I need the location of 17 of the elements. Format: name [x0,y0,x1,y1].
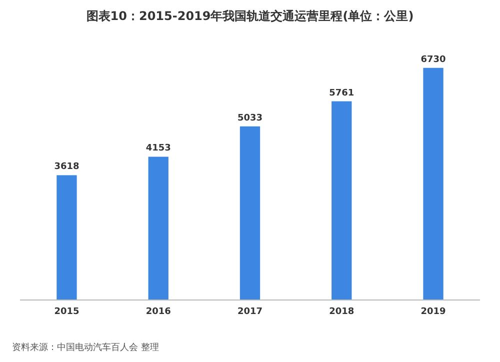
bar [56,175,77,300]
data-label: 5033 [237,113,263,124]
chart-title: 图表10：2015-2019年我国轨道交通运营里程(单位：公里) [86,9,414,23]
data-label: 6730 [420,54,446,65]
bar [240,126,260,300]
x-tick-label: 2018 [329,307,354,317]
x-tick-label: 2019 [420,307,446,317]
x-tick-label: 2016 [146,307,171,317]
x-tick-label: 2017 [237,307,263,317]
text: 资料来源：中国电动汽车百人会 整理 [12,342,159,353]
x-tick-label: 2015 [54,307,80,317]
bar [423,68,444,300]
data-label: 4153 [146,144,171,154]
bar [332,101,352,300]
bar [148,156,168,300]
data-label: 5761 [329,88,354,98]
data-label: 3618 [54,162,80,172]
